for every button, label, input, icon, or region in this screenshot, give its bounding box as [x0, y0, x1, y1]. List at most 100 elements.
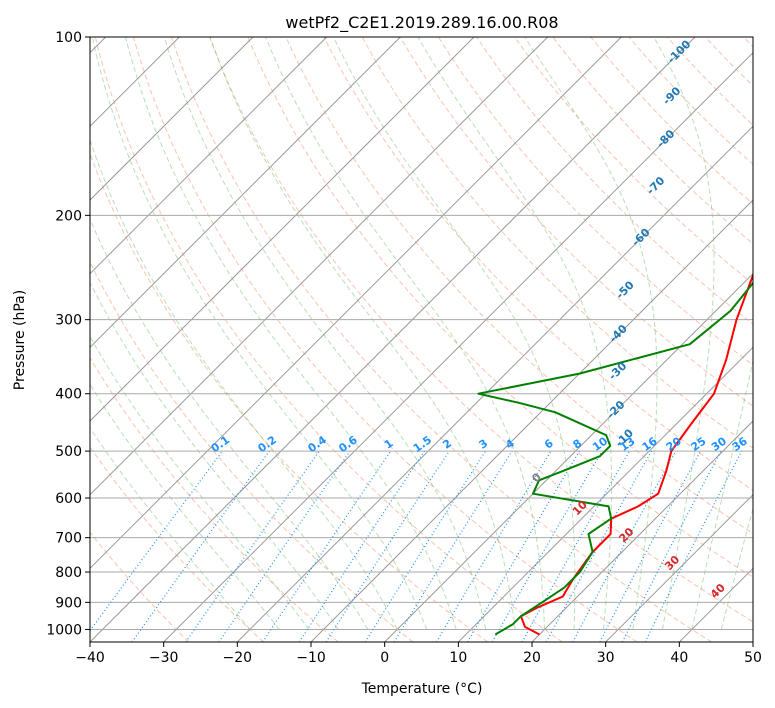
dry-adiabat: [437, 37, 753, 366]
isotherm: [163, 51, 753, 642]
isotherm: [605, 493, 753, 642]
mixing-ratio-line: [218, 450, 351, 642]
moist-adiabat-label: 20: [616, 525, 636, 545]
moist-adiabat: [163, 37, 487, 630]
mixing-ratio-label: 0.1: [209, 433, 232, 455]
dry-adiabat: [90, 152, 488, 642]
mixing-ratio-label: 1.5: [411, 433, 434, 455]
dry-adiabat-label: -70: [644, 174, 667, 197]
mixing-ratio-line: [131, 450, 270, 642]
chart-title: wetPf2_C2E1.2019.289.16.00.R08: [285, 13, 558, 33]
x-tick-label: 0: [380, 650, 389, 666]
moist-adiabat: [90, 138, 398, 630]
dry-adiabat: [285, 37, 753, 535]
x-tick-label: 30: [597, 650, 615, 666]
mixing-ratio-line: [545, 450, 653, 642]
y-tick-label: 400: [55, 387, 82, 403]
moist-adiabat: [720, 506, 753, 630]
dry-adiabat: [666, 37, 753, 126]
y-tick-label: 500: [55, 444, 82, 460]
dry-adiabat: [90, 531, 190, 642]
y-axis-ticks: 100 200 300 400 500 600 700 800 900 1000: [46, 30, 90, 638]
y-tick-label: 100: [55, 30, 82, 46]
mixing-ratio-line: [435, 450, 552, 642]
dry-adiabat: [132, 37, 638, 642]
mixing-ratio-line: [599, 450, 702, 642]
mixing-ratio-line: [90, 450, 223, 632]
y-tick-label: 200: [55, 208, 82, 224]
mixing-ratio-line: [364, 450, 486, 642]
mixing-ratio-label: 2: [440, 437, 454, 452]
moist-adiabat: [691, 358, 753, 630]
y-tick-label: 1000: [46, 622, 82, 638]
moist-adiabat: [90, 217, 369, 630]
x-tick-label: 50: [744, 650, 762, 666]
y-tick-label: 900: [55, 595, 82, 611]
mixing-ratio-label: 1: [382, 437, 396, 452]
isotherm: [90, 37, 696, 642]
y-axis-label: Pressure (hPa): [12, 290, 28, 390]
dry-adiabat: [399, 37, 753, 407]
mixing-ratio-line: [298, 450, 425, 642]
isotherm: [384, 272, 753, 642]
mixing-ratio-line: [393, 450, 513, 642]
plot-frame: [89, 36, 754, 643]
x-tick-label: 20: [523, 650, 541, 666]
dry-adiabat-label: -40: [607, 322, 630, 345]
series-group: [477, 272, 753, 636]
mixing-ratio-line: [185, 450, 320, 642]
moist-adiabat-label: 30: [662, 553, 682, 573]
moist-adiabat: [90, 281, 339, 630]
moist-adiabat-label: 40: [708, 581, 728, 601]
dry-adiabat: [476, 37, 753, 325]
moist-adiabat: [91, 37, 428, 630]
dry-adiabat: [94, 37, 563, 642]
background-lines: [90, 37, 753, 642]
mixing-ratio-line: [325, 450, 450, 642]
isotherm: [90, 37, 549, 496]
mixing-ratio-lines: [90, 450, 743, 642]
isotherm: [90, 37, 475, 422]
dry-adiabat-label: -20: [604, 398, 627, 421]
isotherm: [90, 37, 328, 275]
mixing-ratio-label: 6: [542, 437, 556, 452]
mixing-ratio-label: 0.4: [306, 433, 330, 455]
isotherm: [752, 641, 753, 642]
mixing-ratio-label: 0.2: [256, 433, 279, 455]
y-tick-label: 600: [55, 491, 82, 507]
moist-adiabat: [90, 427, 251, 630]
isotherm: [90, 37, 622, 570]
isotherm: [678, 567, 753, 642]
moist-adiabat: [332, 37, 576, 630]
moist-adiabat: [125, 37, 457, 630]
y-tick-label: 700: [55, 531, 82, 547]
mixing-ratio-label: 0.6: [336, 433, 360, 455]
mixing-ratio-label: 4: [503, 437, 517, 452]
x-tick-label: 40: [670, 650, 688, 666]
dry-adiabat-label: -30: [606, 359, 629, 382]
dry-adiabat-label: -60: [629, 226, 652, 249]
grid: [90, 37, 753, 642]
dry-adiabat: [90, 260, 414, 642]
moist-adiabat: [209, 37, 516, 630]
mixing-ratio-line: [572, 450, 677, 642]
x-tick-label: −10: [296, 650, 326, 666]
moist-adiabat: [653, 37, 715, 630]
dry-adiabat: [361, 37, 753, 449]
moist-adiabat: [524, 37, 658, 630]
x-axis-label: Temperature (°C): [361, 681, 483, 697]
dry-adiabat: [704, 37, 753, 87]
series-line-temperature: [519, 272, 753, 636]
isotherm: [310, 199, 753, 642]
x-tick-label: −20: [223, 650, 253, 666]
moist-adiabat: [265, 37, 546, 630]
isotherm: [236, 125, 753, 642]
dry-adiabat-label: -50: [614, 278, 637, 301]
dry-adiabat-label: -80: [654, 127, 677, 150]
y-tick-label: 800: [55, 565, 82, 581]
x-axis-ticks: −40 −30 −20 −10 0 10 20 30 40 50: [75, 642, 762, 666]
x-tick-label: −40: [75, 650, 105, 666]
dry-adiabat-label: -90: [660, 84, 683, 107]
mixing-ratio-line: [621, 450, 722, 642]
